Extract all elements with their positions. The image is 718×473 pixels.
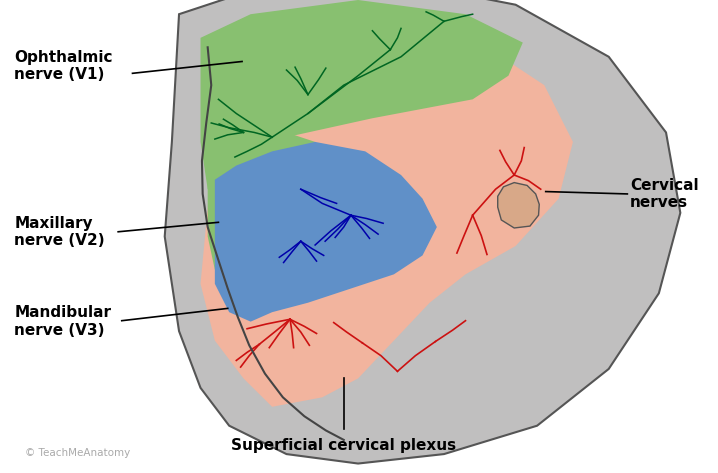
Polygon shape [498, 183, 539, 228]
Text: Superficial cervical plexus: Superficial cervical plexus [231, 438, 457, 453]
Polygon shape [215, 142, 437, 322]
Text: © TeachMeAnatomy: © TeachMeAnatomy [25, 448, 130, 458]
Polygon shape [208, 132, 330, 270]
Text: Cervical
nerves: Cervical nerves [630, 178, 699, 210]
Text: Mandibular
nerve (V3): Mandibular nerve (V3) [14, 306, 111, 338]
Polygon shape [200, 19, 573, 407]
Polygon shape [200, 0, 523, 189]
Text: Ophthalmic
nerve (V1): Ophthalmic nerve (V1) [14, 50, 113, 82]
Text: Maxillary
nerve (V2): Maxillary nerve (V2) [14, 216, 105, 248]
Polygon shape [164, 0, 681, 464]
